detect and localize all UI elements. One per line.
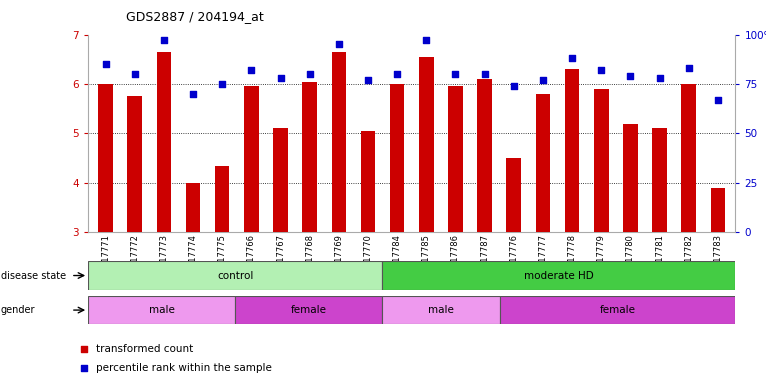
Point — [245, 67, 257, 73]
Point — [712, 97, 724, 103]
Bar — [594, 89, 608, 232]
Point — [479, 71, 491, 77]
Bar — [623, 124, 637, 232]
Text: male: male — [428, 305, 454, 315]
Bar — [565, 69, 579, 232]
Bar — [477, 79, 492, 232]
Bar — [361, 131, 375, 232]
Bar — [382, 296, 500, 324]
Point — [187, 91, 199, 97]
Bar — [382, 261, 735, 290]
Bar — [98, 84, 113, 232]
Point — [100, 61, 112, 67]
Point — [274, 75, 286, 81]
Point — [508, 83, 520, 89]
Bar — [244, 86, 259, 232]
Bar — [303, 81, 317, 232]
Bar — [500, 296, 735, 324]
Bar — [448, 86, 463, 232]
Point — [362, 77, 374, 83]
Text: gender: gender — [1, 305, 35, 315]
Bar — [186, 183, 201, 232]
Point — [129, 71, 141, 77]
Text: female: female — [291, 305, 327, 315]
Point — [391, 71, 403, 77]
Text: female: female — [600, 305, 636, 315]
Text: percentile rank within the sample: percentile rank within the sample — [97, 363, 272, 373]
Bar — [127, 96, 142, 232]
Bar — [506, 158, 521, 232]
Point — [566, 55, 578, 61]
Bar — [682, 84, 696, 232]
Bar — [156, 52, 171, 232]
Point — [158, 37, 170, 43]
Text: GDS2887 / 204194_at: GDS2887 / 204194_at — [126, 10, 264, 23]
Bar — [215, 166, 230, 232]
Point — [537, 77, 549, 83]
Bar — [535, 94, 550, 232]
Text: moderate HD: moderate HD — [524, 270, 594, 281]
Text: disease state: disease state — [1, 270, 66, 281]
Point — [595, 67, 607, 73]
Bar — [711, 188, 725, 232]
Point — [653, 75, 666, 81]
Text: control: control — [217, 270, 254, 281]
Text: transformed count: transformed count — [97, 344, 193, 354]
Bar — [273, 129, 288, 232]
Point — [624, 73, 637, 79]
Point — [303, 71, 316, 77]
Bar — [332, 52, 346, 232]
Bar — [390, 84, 404, 232]
Point — [78, 365, 90, 371]
Bar — [88, 261, 382, 290]
Bar — [235, 296, 382, 324]
Point — [421, 37, 433, 43]
Point — [332, 41, 345, 48]
Text: male: male — [149, 305, 175, 315]
Point — [216, 81, 228, 87]
Bar — [88, 296, 235, 324]
Bar — [653, 129, 667, 232]
Bar — [419, 57, 434, 232]
Point — [683, 65, 695, 71]
Point — [78, 346, 90, 352]
Point — [450, 71, 462, 77]
